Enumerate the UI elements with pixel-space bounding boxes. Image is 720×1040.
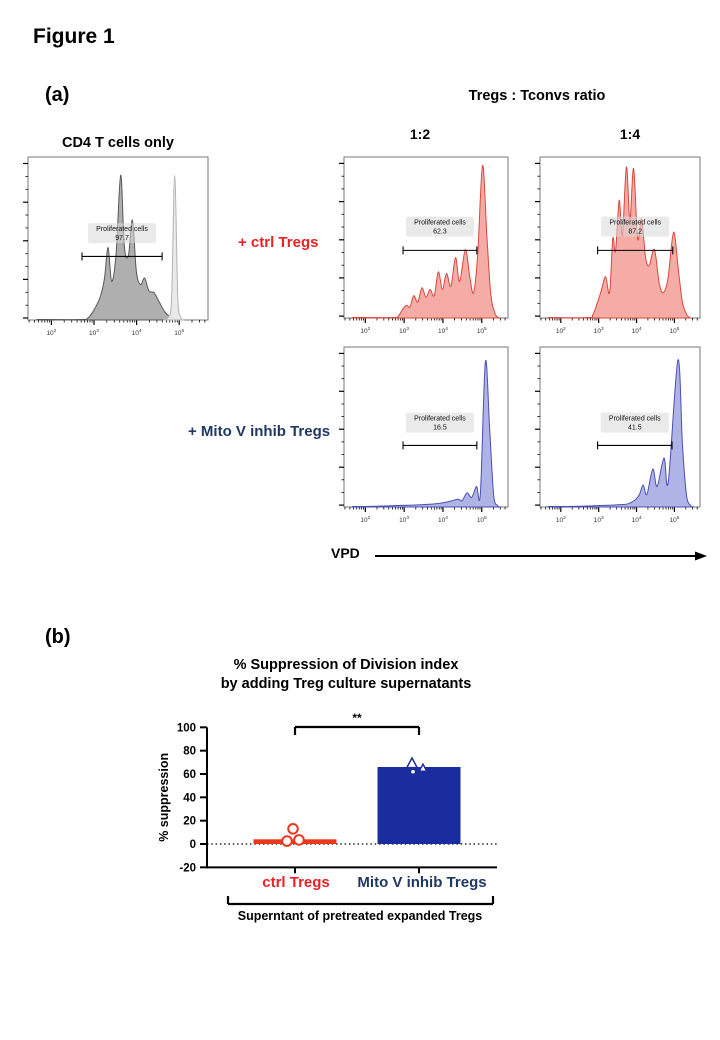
gate-label-box xyxy=(405,216,474,237)
y-tick-label: 80 xyxy=(183,746,196,758)
gate-label-box xyxy=(405,412,474,433)
data-point-triangle xyxy=(405,756,419,769)
histogram-curve xyxy=(547,166,692,319)
x-tick-label: 103 xyxy=(399,515,409,524)
vpd-axis-label: VPD xyxy=(331,545,360,561)
gate-label-box xyxy=(601,216,670,237)
gate-label: Proliferated cells xyxy=(609,220,661,227)
y-tick-label: 40 xyxy=(183,792,196,804)
x-tick-label: 104 xyxy=(438,326,448,335)
x-tick-label: 104 xyxy=(632,326,642,335)
x-tick-label: 105 xyxy=(477,515,487,524)
x-tick-label: 105 xyxy=(174,328,184,337)
x-tick-label: 104 xyxy=(632,515,642,524)
x-tick-label: 102 xyxy=(360,326,370,335)
y-axis-label: % suppression xyxy=(157,753,171,842)
histogram-curve xyxy=(547,359,696,508)
x-tick-label: 103 xyxy=(594,326,604,335)
row-label-mito-v-inhib-tregs: + Mito V inhib Tregs xyxy=(188,423,331,440)
gate-label: Proliferated cells xyxy=(414,416,466,423)
data-point-circle xyxy=(281,835,293,847)
histogram-curve xyxy=(351,164,501,319)
x-tick-label: 102 xyxy=(46,328,56,337)
histogram-curve xyxy=(162,174,185,321)
x-tick-label: 105 xyxy=(477,326,487,335)
gate-label: Proliferated cells xyxy=(609,416,661,423)
data-point-triangle xyxy=(417,762,429,772)
gate-value: 16.5 xyxy=(433,425,447,432)
flow-plot-cd4-only: 102 103 104 105 Proliferated cells 97.7 xyxy=(23,156,209,337)
x-tick-label: 102 xyxy=(360,515,370,524)
x-tick-label: 103 xyxy=(89,328,99,337)
y-tick-label: 100 xyxy=(177,722,196,734)
panel-a-label: (a) xyxy=(45,84,70,106)
y-tick-label: 20 xyxy=(183,816,196,828)
gate-label: Proliferated cells xyxy=(96,226,148,233)
bar-chart-title-line1: % Suppression of Division index xyxy=(233,657,459,673)
gate-value: 41.5 xyxy=(628,425,642,432)
x-tick-label: 104 xyxy=(438,515,448,524)
suppression-bar-chart: -20 0 20 40 60 80 100 % suppression ctrl Tregs Mi… xyxy=(157,711,497,923)
category-label: ctrl Tregs xyxy=(262,874,330,891)
flow-plot-ctrl-1-4: 102 103 104 105 Proliferated cells 87.2 xyxy=(535,156,701,335)
y-tick-label: -20 xyxy=(179,862,196,874)
x-tick-label: 104 xyxy=(132,328,142,337)
y-tick-label: 0 xyxy=(190,839,196,851)
gate-value: 62.3 xyxy=(433,229,447,236)
flow-plot-mito-1-4: 102 103 104 105 Proliferated cells 41.5 xyxy=(535,346,701,524)
x-tick-label: 105 xyxy=(669,515,679,524)
panel-b-label: (b) xyxy=(45,626,71,648)
category-label: Mito V inhib Tregs xyxy=(357,874,486,891)
tregs-tconvs-ratio-header: Tregs : Tconvs ratio xyxy=(468,88,606,104)
flow-plot-ctrl-1-2: 102 103 104 105 Proliferated cells 62.3 xyxy=(339,156,509,335)
x-tick-label: 103 xyxy=(399,326,409,335)
data-point-circle xyxy=(293,834,305,846)
gate-label-box xyxy=(88,223,157,244)
x-tick-label: 102 xyxy=(556,326,566,335)
bar-mito-v-inhib-tregs xyxy=(377,767,461,844)
flow-plot-mito-1-2: 102 103 104 105 Proliferated cells 16.5 xyxy=(339,346,509,524)
histogram-curve xyxy=(36,174,180,321)
data-point-circle xyxy=(287,823,299,835)
gate-value: 87.2 xyxy=(628,229,642,236)
gate-label: Proliferated cells xyxy=(414,220,466,227)
x-tick-label: 102 xyxy=(556,515,566,524)
data-point-dot xyxy=(411,769,415,774)
figure-title: Figure 1 xyxy=(33,25,115,48)
x-tick-label: 103 xyxy=(594,515,604,524)
vpd-axis-arrow-icon xyxy=(375,551,707,561)
histogram-curve xyxy=(351,359,503,508)
gate-value: 97.7 xyxy=(115,235,129,242)
significance-stars: ** xyxy=(352,711,362,725)
cd4-plot-title: CD4 T cells only xyxy=(61,135,174,151)
y-tick-label: 60 xyxy=(183,769,196,781)
bar-chart-title-line2: by adding Treg culture supernatants xyxy=(220,676,472,692)
x-tick-label: 105 xyxy=(669,326,679,335)
ratio-label-1-4: 1:4 xyxy=(619,126,641,142)
ratio-label-1-2: 1:2 xyxy=(409,126,431,142)
group-bracket-label: Superntant of pretreated expanded Tregs xyxy=(238,909,483,923)
gate-label-box xyxy=(600,412,669,433)
row-label-ctrl-tregs: + ctrl Tregs xyxy=(238,234,319,251)
